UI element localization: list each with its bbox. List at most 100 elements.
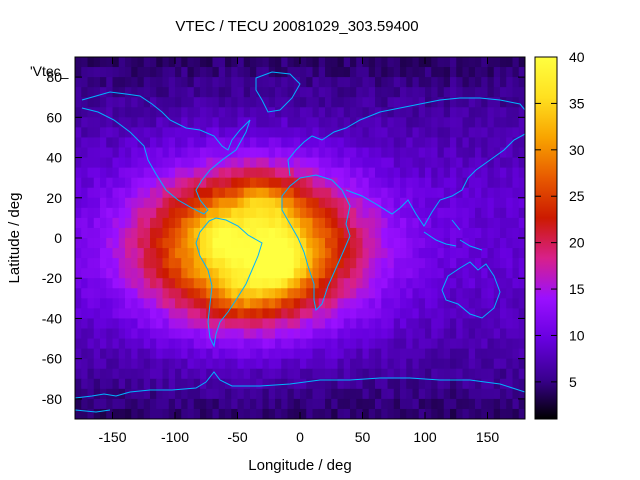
heatmap-cell	[506, 238, 514, 249]
heatmap-cell	[256, 187, 264, 199]
heatmap-cell	[187, 147, 195, 159]
heatmap-cell	[150, 308, 157, 320]
heatmap-cell	[375, 57, 382, 68]
heatmap-cell	[206, 278, 214, 289]
heatmap-cell	[275, 77, 282, 88]
heatmap-cell	[300, 167, 307, 179]
heatmap-cell	[306, 207, 314, 219]
heatmap-cell	[237, 97, 245, 108]
heatmap-cell	[218, 328, 226, 340]
heatmap-cell	[475, 268, 482, 279]
heatmap-cell	[168, 258, 176, 269]
heatmap-cell	[418, 67, 426, 78]
heatmap-cell	[256, 77, 264, 88]
heatmap-cell	[462, 207, 470, 219]
y-tick-label: -20	[42, 270, 62, 286]
heatmap-cell	[512, 308, 520, 320]
heatmap-cell	[468, 217, 476, 229]
heatmap-cell	[318, 408, 326, 419]
heatmap-cell	[306, 217, 314, 229]
heatmap-cell	[443, 147, 451, 159]
heatmap-cell	[362, 268, 370, 279]
heatmap-cell	[200, 57, 207, 68]
heatmap-cell	[331, 258, 339, 269]
x-tick-label: -100	[161, 429, 189, 445]
heatmap-cell	[331, 97, 339, 108]
heatmap-cell	[243, 187, 251, 199]
heatmap-cell	[112, 288, 120, 299]
heatmap-cell	[456, 157, 464, 169]
heatmap-cell	[206, 207, 214, 219]
heatmap-cell	[287, 238, 295, 249]
heatmap-cell	[262, 348, 270, 360]
heatmap-cell	[412, 137, 420, 149]
heatmap-cell	[87, 177, 95, 189]
heatmap-cell	[300, 187, 307, 199]
heatmap-cell	[475, 348, 482, 360]
heatmap-cell	[225, 408, 232, 419]
heatmap-cell	[143, 67, 151, 78]
heatmap-cell	[443, 137, 451, 149]
heatmap-cell	[181, 197, 189, 209]
heatmap-cell	[356, 388, 364, 400]
heatmap-cell	[281, 127, 289, 139]
heatmap-cell	[356, 137, 364, 149]
heatmap-cell	[100, 398, 107, 410]
heatmap-cell	[331, 217, 339, 229]
heatmap-cell	[287, 408, 295, 419]
heatmap-cell	[443, 318, 451, 330]
heatmap-cell	[231, 87, 239, 98]
heatmap-cell	[187, 87, 195, 98]
heatmap-cell	[512, 187, 520, 199]
heatmap-cell	[287, 328, 295, 340]
heatmap-cell	[268, 258, 276, 269]
heatmap-cell	[150, 157, 157, 169]
heatmap-cell	[93, 207, 101, 219]
heatmap-cell	[475, 87, 482, 98]
heatmap-cell	[100, 197, 107, 209]
heatmap-cell	[75, 167, 82, 179]
heatmap-cell	[450, 57, 457, 68]
heatmap-cell	[506, 107, 514, 118]
heatmap-cell	[206, 57, 214, 68]
heatmap-cell	[193, 127, 201, 139]
heatmap-cell	[118, 288, 126, 299]
heatmap-cell	[362, 147, 370, 159]
heatmap-cell	[93, 57, 101, 68]
heatmap-cell	[131, 288, 139, 299]
heatmap-cell	[143, 57, 151, 68]
heatmap-cell	[343, 258, 351, 269]
coastline-indonesia	[423, 219, 483, 251]
heatmap-cell	[175, 328, 182, 340]
heatmap-cell	[356, 97, 364, 108]
heatmap-cell	[387, 338, 395, 350]
heatmap-cell	[225, 288, 232, 299]
heatmap-cell	[225, 328, 232, 340]
heatmap-cell	[200, 408, 207, 419]
heatmap-cell	[325, 157, 332, 169]
heatmap-cell	[106, 77, 114, 88]
heatmap-cell	[181, 378, 189, 390]
heatmap-cell	[418, 358, 426, 370]
heatmap-cell	[87, 227, 95, 239]
heatmap-cell	[456, 207, 464, 219]
heatmap-cell	[275, 87, 282, 98]
heatmap-cell	[131, 398, 139, 410]
heatmap-cell	[412, 298, 420, 309]
heatmap-cell	[306, 167, 314, 179]
heatmap-cell	[412, 328, 420, 340]
heatmap-cell	[393, 398, 401, 410]
heatmap-cell	[337, 227, 345, 239]
heatmap-cell	[456, 378, 464, 390]
heatmap-cell	[93, 288, 101, 299]
heatmap-cell	[487, 288, 495, 299]
heatmap-cell	[325, 217, 332, 229]
heatmap-cell	[256, 227, 264, 239]
heatmap-cell	[306, 298, 314, 309]
heatmap-cell	[356, 288, 364, 299]
heatmap-cell	[243, 207, 251, 219]
heatmap-cell	[281, 268, 289, 279]
heatmap-cell	[281, 207, 289, 219]
heatmap-cell	[475, 288, 482, 299]
heatmap-cell	[443, 177, 451, 189]
